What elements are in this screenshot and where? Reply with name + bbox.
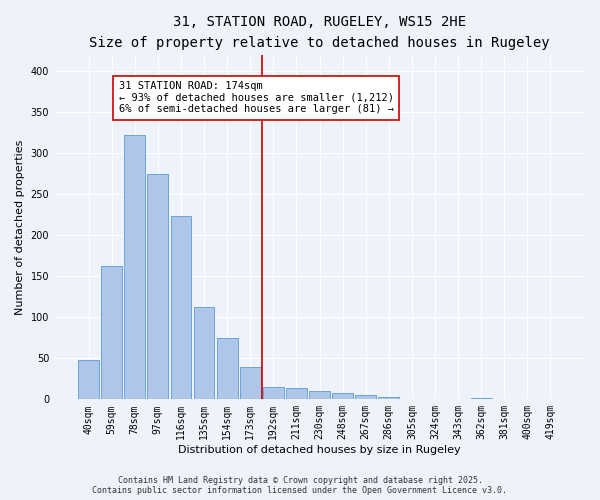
Bar xyxy=(101,266,122,400)
Bar xyxy=(379,397,399,400)
Bar xyxy=(240,366,260,400)
Bar xyxy=(78,360,99,400)
Text: 31 STATION ROAD: 174sqm
← 93% of detached houses are smaller (1,212)
6% of semi-: 31 STATION ROAD: 174sqm ← 93% of detache… xyxy=(119,81,394,114)
Bar xyxy=(425,398,445,400)
Bar xyxy=(286,388,307,400)
Title: 31, STATION ROAD, RUGELEY, WS15 2HE
Size of property relative to detached houses: 31, STATION ROAD, RUGELEY, WS15 2HE Size… xyxy=(89,15,550,50)
Bar xyxy=(148,174,168,400)
Y-axis label: Number of detached properties: Number of detached properties xyxy=(15,140,25,315)
X-axis label: Distribution of detached houses by size in Rugeley: Distribution of detached houses by size … xyxy=(178,445,461,455)
Bar xyxy=(355,395,376,400)
Bar xyxy=(170,216,191,400)
Bar xyxy=(332,393,353,400)
Text: Contains HM Land Registry data © Crown copyright and database right 2025.
Contai: Contains HM Land Registry data © Crown c… xyxy=(92,476,508,495)
Bar xyxy=(263,387,284,400)
Bar xyxy=(194,308,214,400)
Bar xyxy=(471,398,491,400)
Bar xyxy=(309,391,330,400)
Bar xyxy=(124,136,145,400)
Bar xyxy=(217,338,238,400)
Bar xyxy=(540,398,561,400)
Bar xyxy=(517,398,538,400)
